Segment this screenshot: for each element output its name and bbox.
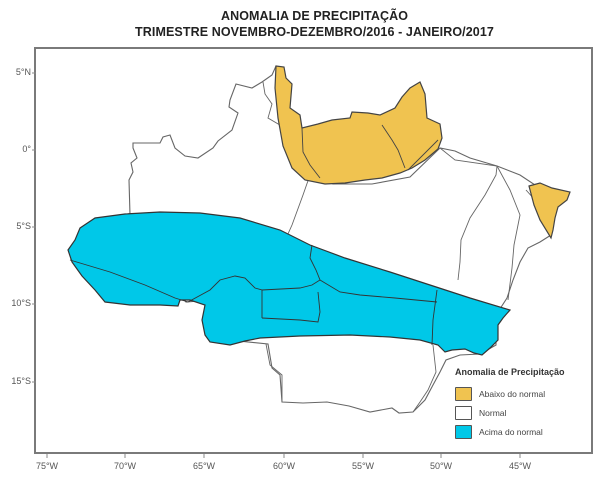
lon-label-60w: 60°W — [272, 461, 296, 471]
legend-item-below-normal: Abaixo do normal — [455, 384, 588, 403]
legend-item-normal: Normal — [455, 403, 588, 422]
lat-label-0: 0° — [22, 144, 31, 154]
lat-label-5n: 5°N — [15, 67, 31, 77]
lon-label-70w: 70°W — [113, 461, 137, 471]
legend-label: Abaixo do normal — [479, 388, 546, 399]
region-below-normal-northeast — [528, 182, 571, 240]
lat-label-10s: 10°S — [11, 298, 31, 308]
legend-label: Normal — [479, 407, 507, 418]
lat-label-15s: 15°S — [11, 376, 31, 386]
map-frame — [34, 47, 593, 454]
map-subtitle: TRIMESTRE NOVEMBRO-DEZEMBRO/2016 - JANEI… — [135, 25, 494, 39]
below-normal-swatch — [455, 386, 472, 401]
lon-label-65w: 65°W — [192, 461, 216, 471]
map-title: ANOMALIA DE PRECIPITAÇÃO — [220, 9, 409, 23]
state-borders-north — [301, 124, 439, 179]
lon-label-55w: 55°W — [351, 461, 375, 471]
lon-label-75w: 75°W — [35, 461, 59, 471]
legend-title: Anomalia de Precipitação — [455, 367, 565, 377]
region-below-normal-north — [274, 65, 443, 185]
lat-label-5s: 5°S — [16, 221, 31, 231]
region-above-normal — [67, 211, 512, 356]
legend-label: Acima do normal — [479, 426, 543, 437]
normal-swatch — [455, 405, 472, 420]
lon-label-45w: 45°W — [508, 461, 532, 471]
axis-ticks — [32, 72, 521, 458]
lon-label-50w: 50°W — [429, 461, 453, 471]
legend-item-above-normal: Acima do normal — [455, 422, 588, 441]
above-normal-swatch — [455, 424, 472, 439]
state-borders-band — [69, 244, 438, 346]
legend: Anomalia de Precipitação Abaixo do norma… — [448, 367, 588, 441]
